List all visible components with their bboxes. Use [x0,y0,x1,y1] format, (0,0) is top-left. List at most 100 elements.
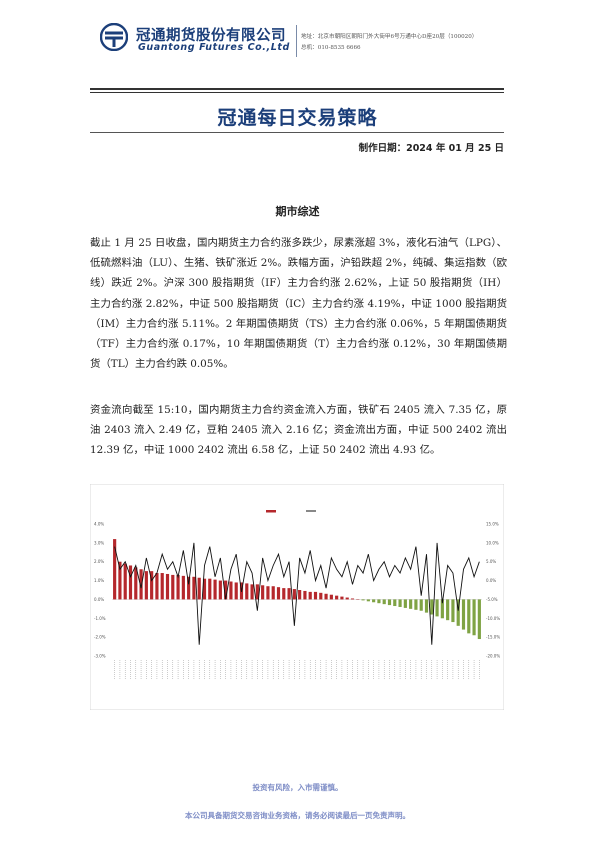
chart-bar [139,569,143,600]
chart-bar [123,563,127,600]
chart-bar [361,599,365,601]
chart-bar [181,575,185,600]
chart-bar [298,590,302,600]
chart-bar [192,576,196,600]
chart-bar [382,599,386,605]
futures-change-chart: 4.0% 3.0% 2.0% 1.0% 0.0% -1.0% -2.0% -3.0% 15.0… [90,484,504,710]
chart-bar [477,599,481,640]
chart-bar [134,567,138,600]
right-tick-label: 5.0% [486,559,496,564]
right-tick-label: 15.0% [486,522,499,527]
left-tick-label: -2.0% [94,635,106,640]
chart-bar [202,578,207,600]
chart-line-series [114,542,480,645]
chart-bar [350,598,355,600]
company-name-en: Guantong Futures Co.,Ltd [138,42,290,53]
legend-swatch-bar [266,510,276,513]
chart-bar [366,599,370,602]
header-rule-thin [90,92,504,93]
company-tel: 总机：010-8535 6666 [301,45,361,51]
company-name-cn: 冠通期货股份有限公司 [136,28,286,44]
chart-bar [303,590,307,600]
header-divider [296,25,297,57]
chart-bar [224,580,228,600]
left-tick-label: 1.0% [94,578,104,583]
chart-bar [456,599,460,626]
chart-bar [229,581,233,600]
guantong-logo-icon [100,23,128,51]
chart-bar [435,599,439,617]
document-title: 冠通每日交易策略 [217,107,378,129]
right-tick-label: -15.0% [486,635,500,640]
chart-bar [451,599,455,623]
chart-bar [292,589,296,600]
chart-legend [266,510,316,513]
chart-bar [287,588,291,600]
chart-bar [245,583,249,600]
chart-bar [324,593,328,600]
left-tick-label: 2.0% [94,559,104,564]
right-tick-label: -20.0% [486,654,500,659]
chart-bar [261,585,265,600]
chart-bar [234,582,238,600]
chart-bar [208,578,212,600]
right-tick-label: -10.0% [486,616,500,621]
chart-bar [176,574,180,600]
chart-bar [461,599,466,630]
right-tick-label: 0.0% [486,578,496,583]
chart-bar [113,539,117,600]
chart-bar [335,595,339,600]
chart-bar [271,586,275,600]
chart-bar [213,579,217,600]
chart-bar [340,596,344,600]
chart-bar [440,599,444,619]
chart-bar [160,573,164,600]
left-tick-label: -3.0% [94,654,106,659]
chart-bar [387,599,392,606]
chart-bar [372,599,376,603]
left-tick-label: -1.0% [94,616,106,621]
chart-bar [155,573,159,600]
chart-bar [472,599,476,636]
production-date: 制作日期：2024 年 01 月 25 日 [358,143,504,154]
chart-bar [266,586,270,600]
chart-bar [319,592,323,600]
chart-bar [419,599,423,611]
chart-bar [118,561,122,600]
chart-bar [313,591,318,600]
chart-bar [165,573,170,600]
chart-bar [171,574,175,600]
chart-bar [128,565,133,600]
right-tick-label: -5.0% [486,597,498,602]
chart-bar [424,599,429,613]
chart-bar [276,587,281,600]
paragraph-market-summary: 截止 1 月 25 日收盘，国内期货主力合约涨多跌少，尿素涨超 3%，液化石油气… [90,237,507,371]
chart-bar [430,599,434,615]
chart-bar [218,580,222,600]
chart-bar [446,599,450,621]
chart-bar [414,599,418,610]
title-rule [90,132,504,133]
chart-bar [308,591,312,600]
left-tick-label: 0.0% [94,597,104,602]
chart-bar [398,599,402,607]
chart-bar [393,599,397,607]
company-address: 地址：北京市朝阳区朝阳门外大街甲6号万通中心D座20层（100020） [301,34,478,40]
right-tick-label: 10.0% [486,540,499,545]
chart-bar [329,594,333,600]
header-rule [90,88,504,90]
chart-bar [467,599,471,634]
left-tick-label: 3.0% [94,540,104,545]
chart-bar [377,599,381,604]
chart-bar [144,571,148,600]
chart-bar [345,597,349,600]
chart-bar [282,588,286,600]
paragraph-capital-flow: 资金流向截至 15:10，国内期货主力合约资金流入方面，铁矿石 2405 流入 … [90,404,507,457]
chart-bar [187,576,191,600]
chart-bar [250,584,254,600]
disclaimer: 本公司具备期货交易咨询业务资格，请务必阅读最后一页免责声明。 [185,811,410,820]
chart-bar [255,584,259,600]
risk-warning: 投资有风险，入市需谨慎。 [252,783,343,792]
section-title: 期市综述 [275,205,320,218]
chart-bar [403,599,407,608]
